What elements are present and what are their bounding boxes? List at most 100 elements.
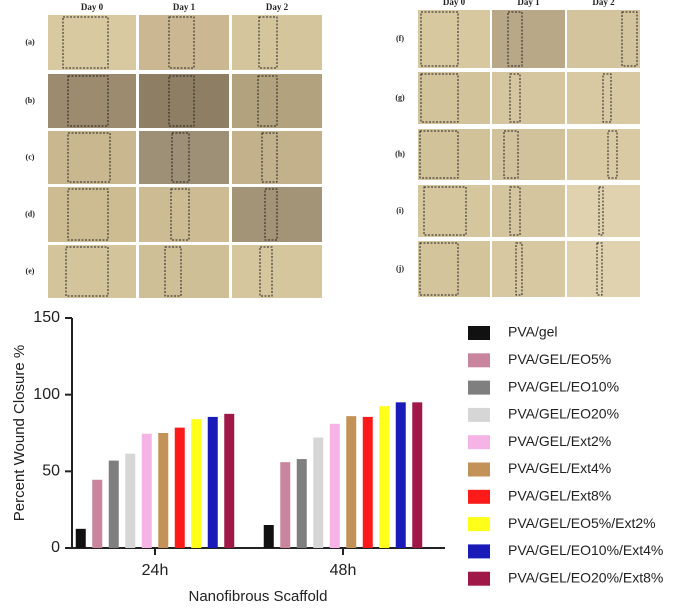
bar [75,528,86,548]
wound-outline [168,16,195,69]
legend-swatch [468,435,490,450]
wound-outline [67,132,111,183]
micrograph [139,245,229,298]
x-tick-label: 24h [142,562,169,579]
micrograph [492,129,565,180]
micrograph [139,187,229,242]
wound-outline [259,246,273,297]
wound-outline [257,75,278,127]
bar [174,427,185,548]
wound-outline [261,132,278,183]
wound-outline [65,246,109,297]
y-axis-label: Percent Wound Closure % [11,345,28,521]
micrograph [139,74,229,128]
bar [92,479,103,548]
row-label: (b) [25,96,35,105]
bar [313,437,324,548]
bar [412,402,423,548]
legend-swatch [468,326,490,340]
wound-outline [419,130,459,179]
bar [329,423,340,548]
legend-label: PVA/GEL/EO10%/Ext4% [508,542,663,558]
column-header: Day 0 [443,0,466,7]
wound-outline [420,11,459,67]
legend-swatch [468,489,490,504]
bar [280,462,291,548]
row-label: (d) [25,209,35,218]
micrograph [492,241,565,297]
bar [141,433,152,548]
micrograph [48,15,136,70]
column-header: Day 2 [592,0,615,7]
column-header: Day 1 [173,2,196,12]
y-tick-label: 50 [42,463,60,480]
wound-outline [419,242,459,296]
micrograph [139,131,229,184]
wound-outline [423,186,467,236]
legend-label: PVA/GEL/EO5% [508,351,611,367]
bar [263,525,274,548]
wound-outline [598,186,604,236]
bar [108,460,119,548]
legend-label: PVA/gel [508,324,558,340]
bar [296,459,307,548]
x-axis-label: Nanofibrous Scaffold [189,588,328,605]
micrograph [418,185,490,237]
legend-label: PVA/GEL/Ext2% [508,433,611,449]
row-label: (h) [395,149,405,158]
micrograph [567,10,640,68]
wound-outline [62,16,109,69]
micrograph [492,10,565,68]
wound-outline [67,75,109,127]
row-label: (g) [395,93,405,102]
bar [125,453,136,548]
wound-outline [170,188,190,241]
column-header: Day 2 [266,2,289,12]
legend-label: PVA/GEL/EO10% [508,378,619,394]
wound-outline [607,130,618,179]
column-header: Day 1 [517,0,540,7]
row-label: (e) [26,266,35,275]
row-label: (i) [396,206,404,215]
wound-outline [509,73,521,123]
micrograph [567,129,640,180]
row-label: (f) [396,34,404,43]
x-tick-label: 48h [330,562,357,579]
wound-outline [509,186,521,236]
micrograph [48,187,136,242]
wound-outline [420,73,459,123]
micrograph [48,245,136,298]
legend-swatch [468,380,490,395]
micrograph [567,241,640,297]
wound-outline [171,132,190,183]
y-tick-label: 0 [51,539,60,556]
legend-label: PVA/GEL/Ext4% [508,460,611,476]
micrograph [48,74,136,128]
legend-label: PVA/GEL/EO5%/Ext2% [508,515,656,531]
micrograph [418,72,490,124]
bar [379,406,390,548]
legend-label: PVA/GEL/Ext8% [508,488,611,504]
bar [362,416,373,548]
row-label: (j) [396,264,404,273]
legend-label: PVA/GEL/EO20%/Ext8% [508,569,663,585]
wound-outline [515,242,523,296]
wound-outline [503,130,519,179]
bar [346,416,357,548]
column-header: Day 0 [81,2,104,12]
micrograph [418,241,490,297]
wound-outline [596,242,603,296]
wound-outline [602,73,612,123]
micrograph [492,185,565,237]
micrograph [139,15,229,70]
row-label: (c) [26,152,35,161]
bar [224,413,235,548]
wound-outline [621,11,638,67]
micrograph [418,10,490,68]
legend-swatch [468,571,490,586]
micrograph [232,245,322,298]
wound-outline [164,246,182,297]
micrograph [418,129,490,180]
row-label: (a) [25,37,35,46]
